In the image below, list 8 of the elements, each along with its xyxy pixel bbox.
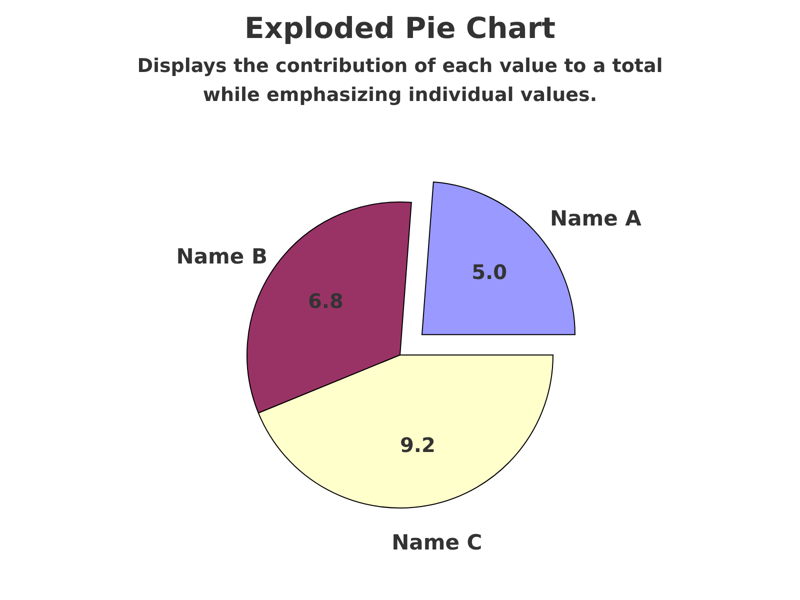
- chart-subtitle: Displays the contribution of each value to a total while emphasizing individual values.: [136, 54, 664, 108]
- slice-label: Name A: [550, 206, 642, 231]
- data-label: 6.8: [308, 289, 344, 314]
- data-label: 9.2: [400, 433, 436, 458]
- chart-title: Exploded Pie Chart: [243, 10, 557, 47]
- slice-label: Name C: [392, 530, 482, 554]
- data-label: 5.0: [472, 260, 508, 284]
- slice-label: Name B: [176, 244, 268, 269]
